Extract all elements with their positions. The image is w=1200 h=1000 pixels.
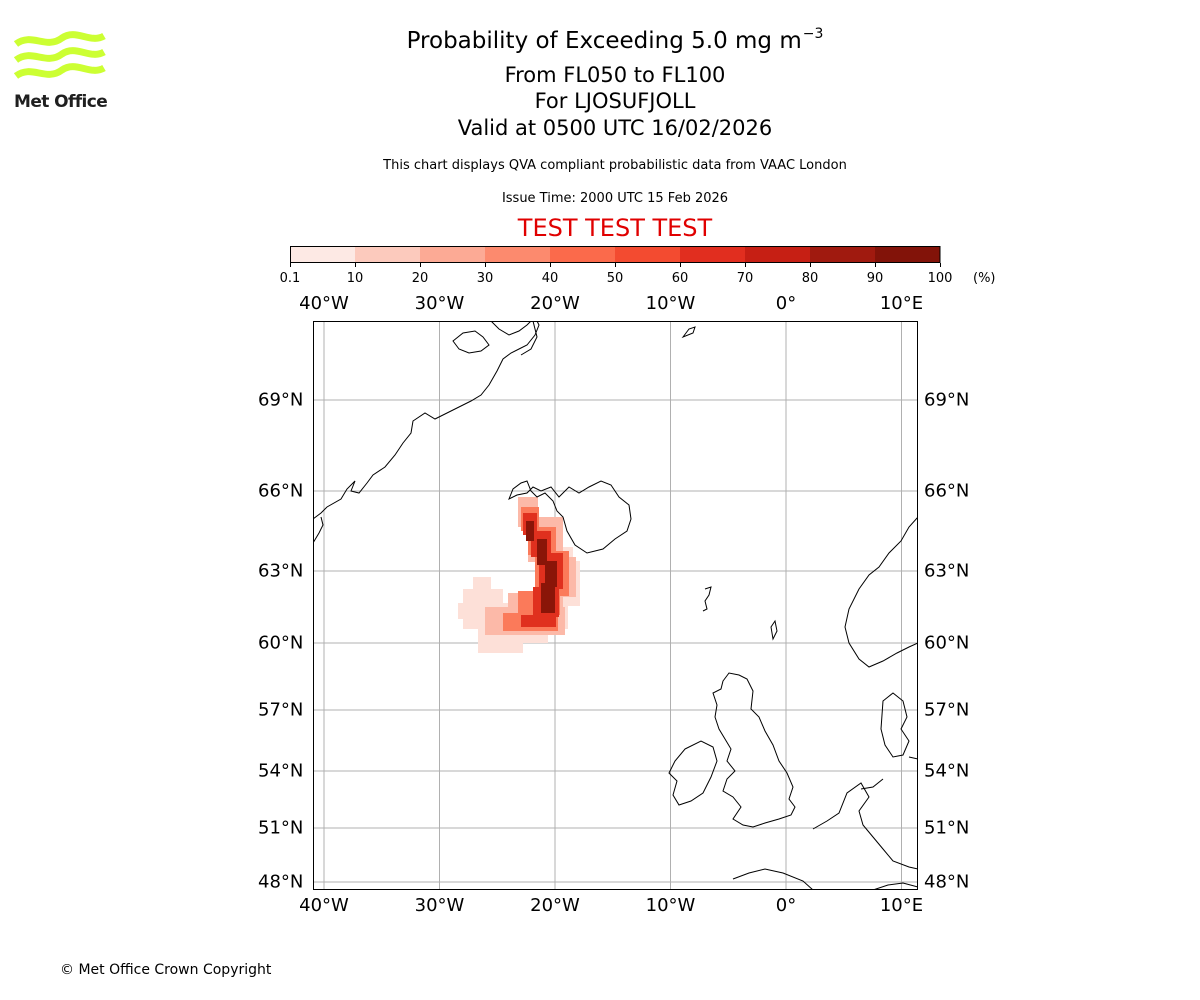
colorbar-tick-mark: [485, 263, 486, 267]
colorbar-tick-mark: [550, 263, 551, 267]
longitude-label: 10°W: [645, 293, 696, 314]
longitude-label: 40°W: [299, 895, 349, 916]
coastline-europe-continent: [732, 782, 918, 890]
colorbar-tick-mark: [745, 263, 746, 267]
colorbar-tick-label: 50: [606, 271, 624, 286]
latitude-label: 48°N: [924, 871, 970, 893]
colorbar-unit: (%): [973, 271, 996, 286]
colorbar-tick-label: 80: [801, 271, 819, 286]
latitude-label: 54°N: [258, 760, 304, 782]
colorbar-tick-mark: [355, 263, 356, 267]
volcano-name: For LJOSUFJOLL: [534, 89, 696, 113]
longitude-label: 20°W: [530, 293, 580, 314]
ash-plume: [458, 497, 580, 653]
coastline-denmark: [880, 692, 910, 758]
colorbar-segment: [680, 246, 746, 263]
colorbar-tick-mark: [940, 263, 941, 267]
flight-level-range: From FL050 to FL100: [504, 63, 726, 87]
coastline-greenland: [313, 321, 540, 544]
colorbar-border: [290, 246, 941, 263]
coastline-greenland-2: [520, 321, 538, 356]
coastline-norway: [844, 516, 918, 668]
colorbar: [290, 246, 941, 263]
colorbar-segment: [550, 246, 616, 263]
colorbar-tick-mark: [615, 263, 616, 267]
map-gridlines: [313, 321, 918, 890]
map-frame: [313, 321, 918, 890]
longitude-label: 30°W: [414, 293, 465, 314]
colorbar-segment: [290, 246, 356, 263]
latitude-label: 51°N: [258, 817, 304, 839]
colorbar-segment: [875, 246, 941, 263]
test-banner: TEST TEST TEST: [517, 214, 713, 242]
colorbar-tick-label: 10: [346, 271, 364, 286]
longitude-label: 10°E: [879, 895, 924, 916]
chart-title: Probability of Exceeding 5.0 mg m−3: [406, 26, 824, 54]
copyright-notice: © Met Office Crown Copyright: [60, 962, 272, 978]
colorbar-tick-label: 20: [411, 271, 429, 286]
latitude-label: 57°N: [924, 699, 970, 721]
longitude-label: 40°W: [299, 293, 349, 314]
latitude-label: 63°N: [258, 560, 304, 582]
coastline-ireland: [668, 740, 718, 806]
colorbar-segment: [485, 246, 551, 263]
latitude-label: 63°N: [924, 560, 970, 582]
longitude-label: 10°W: [645, 895, 696, 916]
colorbar-tick-label: 40: [541, 271, 559, 286]
latitude-label: 54°N: [924, 760, 970, 782]
latitude-label: 51°N: [924, 817, 970, 839]
disclaimer-text: This chart displays QVA compliant probab…: [383, 158, 847, 173]
plume-core: [526, 521, 557, 613]
title-exponent: −3: [802, 26, 824, 42]
colorbar-tick-label: 90: [866, 271, 884, 286]
latitude-label: 57°N: [258, 699, 304, 721]
longitude-label: 30°W: [414, 895, 465, 916]
valid-time: Valid at 0500 UTC 16/02/2026: [457, 116, 773, 140]
colorbar-tick-label: 0.1: [279, 271, 301, 286]
coastlines: [313, 321, 918, 890]
latitude-label: 48°N: [258, 871, 304, 893]
colorbar-segment: [420, 246, 486, 263]
latitude-label: 69°N: [258, 389, 304, 411]
longitude-label: 10°E: [879, 293, 924, 314]
colorbar-tick-label: 30: [476, 271, 494, 286]
coastline-faroes: [702, 586, 712, 612]
coastline-germany-poland: [860, 756, 918, 790]
colorbar-segment: [810, 246, 876, 263]
coastline-scotland: [712, 672, 796, 828]
coastline-iceland: [508, 480, 632, 554]
colorbar-tick-label: 100: [927, 271, 953, 286]
coastline-svalbard-fragment: [681, 326, 696, 339]
issue-time: Issue Time: 2000 UTC 15 Feb 2026: [501, 191, 729, 206]
longitude-label: 20°W: [530, 895, 580, 916]
latitude-label: 69°N: [924, 389, 970, 411]
colorbar-tick-mark: [680, 263, 681, 267]
latitude-label: 66°N: [924, 480, 970, 502]
colorbar-tick-mark: [420, 263, 421, 267]
colorbar-segment: [745, 246, 811, 263]
longitude-label: 0°: [775, 293, 797, 314]
latitude-label: 60°N: [258, 632, 304, 654]
colorbar-tick-mark: [290, 263, 291, 267]
latitude-label: 66°N: [258, 480, 304, 502]
colorbar-segment: [615, 246, 681, 263]
colorbar-tick-label: 70: [736, 271, 754, 286]
map-panel: [313, 321, 918, 890]
met-office-logo-text: Met Office: [14, 92, 108, 112]
colorbar-tick-label: 60: [671, 271, 689, 286]
colorbar-segment: [355, 246, 421, 263]
longitude-label: 0°: [775, 895, 797, 916]
latitude-label: 60°N: [924, 632, 970, 654]
colorbar-tick-mark: [875, 263, 876, 267]
coastline-shetland: [770, 619, 778, 641]
met-office-logo-icon: [14, 31, 106, 80]
colorbar-tick-mark: [810, 263, 811, 267]
